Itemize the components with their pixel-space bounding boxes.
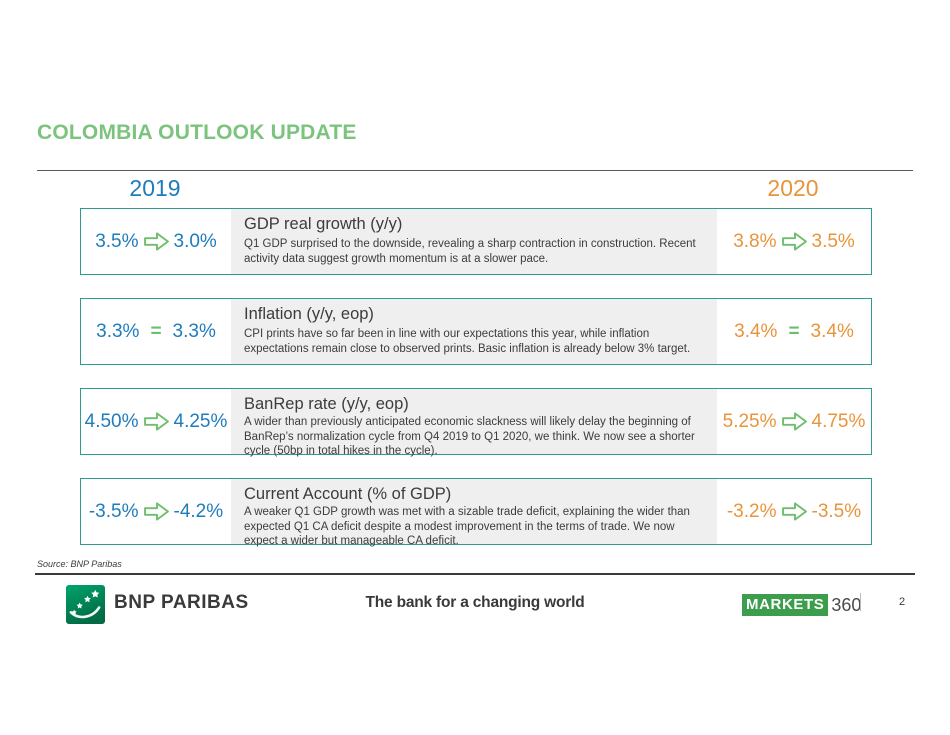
card-current-account: -3.5% -4.2% Current Account (% of GDP) A… (80, 478, 872, 547)
markets360-logo: MARKETS 360 (742, 594, 861, 616)
column-header-2020: 2020 (767, 175, 819, 201)
banrep-2019-new-value: 4.25% (173, 410, 228, 432)
inflation-2020-old-value: 3.4% (734, 320, 778, 342)
banrep-2020-new-value: 4.75% (811, 410, 866, 432)
footer-vertical-divider (860, 593, 861, 611)
inflation-description-panel: Inflation (y/y, eop) CPI prints have so … (231, 299, 717, 364)
ca-2020-old-value: -3.2% (726, 500, 777, 522)
page-title: COLOMBIA OUTLOOK UPDATE (37, 121, 357, 144)
gdp-2019-new-value: 3.0% (173, 230, 217, 252)
card-description: A wider than previously anticipated econ… (244, 416, 695, 458)
card-banrep-rate: 4.50% 4.25% BanRep rate (y/y, eop) A wid… (80, 388, 872, 457)
card-gdp-growth: 3.5% 3.0% GDP real growth (y/y) Q1 GDP s… (80, 208, 872, 275)
source-note: Source: BNP Paribas (37, 559, 122, 569)
title-divider (37, 170, 913, 171)
bnp-paribas-wordmark: BNP PARIBAS (114, 592, 249, 613)
ca-2019-old-value: -3.5% (88, 500, 139, 522)
change-arrow-icon (781, 232, 807, 251)
ca-2019-new-value: -4.2% (173, 500, 224, 522)
column-header-2019: 2019 (129, 175, 181, 201)
gdp-2020-new-value: 3.5% (811, 230, 855, 252)
equals-symbol: = (150, 320, 162, 342)
change-arrow-icon (781, 412, 807, 431)
banrep-2019-old-value: 4.50% (84, 410, 139, 432)
page-number: 2 (898, 596, 906, 608)
card-title: Inflation (y/y, eop) (244, 305, 374, 323)
indicator-cards: 3.5% 3.0% GDP real growth (y/y) Q1 GDP s… (80, 208, 872, 568)
banrep-2020-values: 5.25% 4.75% (717, 389, 871, 454)
card-inflation: 3.3% = 3.3% Inflation (y/y, eop) CPI pri… (80, 298, 872, 365)
card-description: Q1 GDP surprised to the downside, reveal… (244, 238, 696, 265)
ca-2019-values: -3.5% -4.2% (81, 479, 231, 544)
card-description: A weaker Q1 GDP growth was met with a si… (244, 506, 690, 548)
change-arrow-icon (143, 412, 169, 431)
inflation-2019-values: 3.3% = 3.3% (81, 299, 231, 364)
gdp-2020-old-value: 3.8% (733, 230, 777, 252)
banrep-2020-old-value: 5.25% (722, 410, 777, 432)
equals-symbol: = (788, 320, 800, 342)
markets360-badge: MARKETS (742, 594, 829, 616)
footer-divider-line (35, 573, 915, 575)
inflation-2019-new-value: 3.3% (172, 320, 216, 342)
ca-description-panel: Current Account (% of GDP) A weaker Q1 G… (231, 479, 717, 547)
ca-2020-values: -3.2% -3.5% (717, 479, 871, 544)
card-title: GDP real growth (y/y) (244, 215, 403, 233)
footer: BNP PARIBAS The bank for a changing worl… (0, 580, 950, 630)
bank-tagline: The bank for a changing world (365, 594, 585, 611)
change-arrow-icon (143, 502, 169, 521)
inflation-2019-old-value: 3.3% (96, 320, 140, 342)
inflation-2020-values: 3.4% = 3.4% (717, 299, 871, 364)
gdp-2020-values: 3.8% 3.5% (717, 209, 871, 274)
markets360-number: 360 (831, 594, 862, 615)
gdp-2019-old-value: 3.5% (95, 230, 139, 252)
banrep-description-panel: BanRep rate (y/y, eop) A wider than prev… (231, 389, 717, 457)
gdp-2019-values: 3.5% 3.0% (81, 209, 231, 274)
card-title: BanRep rate (y/y, eop) (244, 395, 409, 413)
change-arrow-icon (781, 502, 807, 521)
card-title: Current Account (% of GDP) (244, 485, 452, 503)
gdp-description-panel: GDP real growth (y/y) Q1 GDP surprised t… (231, 209, 717, 274)
ca-2020-new-value: -3.5% (811, 500, 862, 522)
bnp-paribas-logo-icon (66, 585, 105, 624)
banrep-2019-values: 4.50% 4.25% (81, 389, 231, 454)
inflation-2020-new-value: 3.4% (810, 320, 854, 342)
change-arrow-icon (143, 232, 169, 251)
card-description: CPI prints have so far been in line with… (244, 328, 691, 355)
